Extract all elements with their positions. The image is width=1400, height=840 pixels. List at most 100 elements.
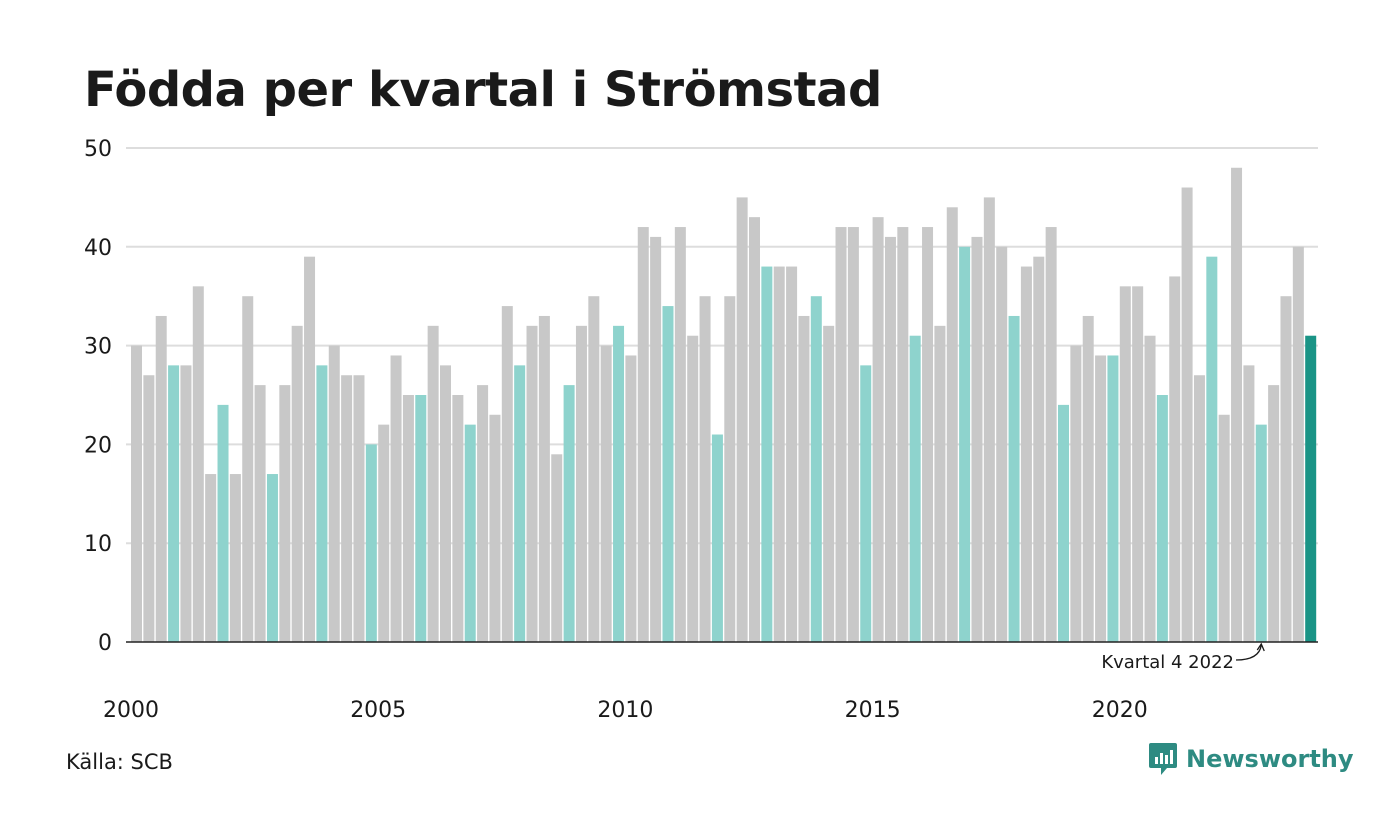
bar xyxy=(1156,395,1168,642)
bar xyxy=(884,236,896,643)
bar xyxy=(514,365,526,642)
bar xyxy=(575,325,587,642)
bar xyxy=(798,315,810,642)
x-tick-label-2000: 2000 xyxy=(103,698,159,723)
bar xyxy=(699,296,711,642)
bar xyxy=(983,197,995,642)
bar xyxy=(1218,414,1230,642)
bar xyxy=(1231,167,1243,642)
x-tick-label-2015: 2015 xyxy=(845,698,901,723)
bar xyxy=(1206,256,1218,642)
bar xyxy=(143,375,155,642)
bars-layer xyxy=(131,167,1317,643)
bar xyxy=(180,365,192,642)
bar xyxy=(971,236,983,643)
annotation-arrowhead xyxy=(1256,642,1265,652)
axis-layer: 0 10 20 30 40 50 2000 2005 2010 2015 2020 xyxy=(84,137,1318,723)
bar xyxy=(674,227,686,643)
bar xyxy=(810,296,822,642)
bar xyxy=(266,474,278,642)
bar xyxy=(662,306,674,642)
bar xyxy=(291,325,303,642)
bar xyxy=(217,404,229,642)
bar xyxy=(1243,365,1255,642)
bar xyxy=(1181,187,1193,642)
newsworthy-logo-icon xyxy=(1149,743,1177,775)
bar xyxy=(588,296,600,642)
bar xyxy=(711,434,723,642)
bar xyxy=(131,345,142,642)
bar xyxy=(229,474,241,642)
bar xyxy=(922,227,934,643)
bar xyxy=(427,325,439,642)
bar xyxy=(1305,335,1317,642)
bar xyxy=(860,365,872,642)
bar xyxy=(440,365,451,642)
bar xyxy=(501,306,513,642)
y-tick-label-30: 30 xyxy=(84,335,112,360)
annotation-label: Kvartal 4 2022 xyxy=(1101,652,1234,673)
annotation-layer: Kvartal 4 2022 xyxy=(1101,642,1265,673)
bar xyxy=(254,385,266,642)
bar xyxy=(650,236,662,643)
x-tick-label-2020: 2020 xyxy=(1092,698,1148,723)
bar xyxy=(637,227,649,643)
bar xyxy=(390,355,402,642)
bar xyxy=(872,217,884,642)
bar xyxy=(687,335,699,642)
bar xyxy=(1292,246,1304,643)
bar xyxy=(724,296,736,642)
bar xyxy=(192,286,204,642)
bar xyxy=(1132,286,1144,642)
bar xyxy=(1280,296,1292,642)
bar xyxy=(1095,355,1107,642)
bar xyxy=(328,345,340,642)
bar xyxy=(526,325,538,642)
bar xyxy=(168,365,180,642)
bar xyxy=(452,395,464,642)
bar xyxy=(1119,286,1131,642)
bar xyxy=(353,375,365,642)
newsworthy-logo: Newsworthy xyxy=(1148,742,1354,776)
bar xyxy=(304,256,316,642)
bar xyxy=(773,266,785,642)
bar xyxy=(959,246,971,643)
bar xyxy=(600,345,612,642)
bar xyxy=(946,207,958,642)
bar xyxy=(897,227,909,643)
bar xyxy=(1070,345,1082,642)
bar xyxy=(1045,227,1057,643)
bar xyxy=(242,296,254,642)
bar xyxy=(477,385,489,642)
y-tick-label-50: 50 xyxy=(84,137,112,162)
bar xyxy=(749,217,760,642)
bar xyxy=(613,325,625,642)
bar xyxy=(551,454,563,642)
bar xyxy=(415,395,427,642)
bar xyxy=(316,365,328,642)
bar xyxy=(1268,385,1280,642)
bar xyxy=(538,315,550,642)
bar xyxy=(402,395,414,642)
bar xyxy=(761,266,773,642)
bar xyxy=(563,385,575,642)
annotation-arrow xyxy=(1235,644,1262,661)
bar xyxy=(1169,276,1181,642)
bar xyxy=(489,414,501,642)
bar xyxy=(786,266,798,642)
y-tick-label-10: 10 xyxy=(84,532,112,557)
bar xyxy=(155,315,167,642)
y-tick-label-20: 20 xyxy=(84,433,112,458)
bar xyxy=(365,444,377,642)
bar xyxy=(1008,315,1020,642)
bar xyxy=(279,385,291,642)
bar xyxy=(1255,424,1267,642)
bar xyxy=(341,375,353,642)
y-tick-label-0: 0 xyxy=(98,631,112,656)
bar xyxy=(835,227,847,643)
bar xyxy=(1020,266,1032,642)
bar xyxy=(823,325,835,642)
bar xyxy=(378,424,390,642)
